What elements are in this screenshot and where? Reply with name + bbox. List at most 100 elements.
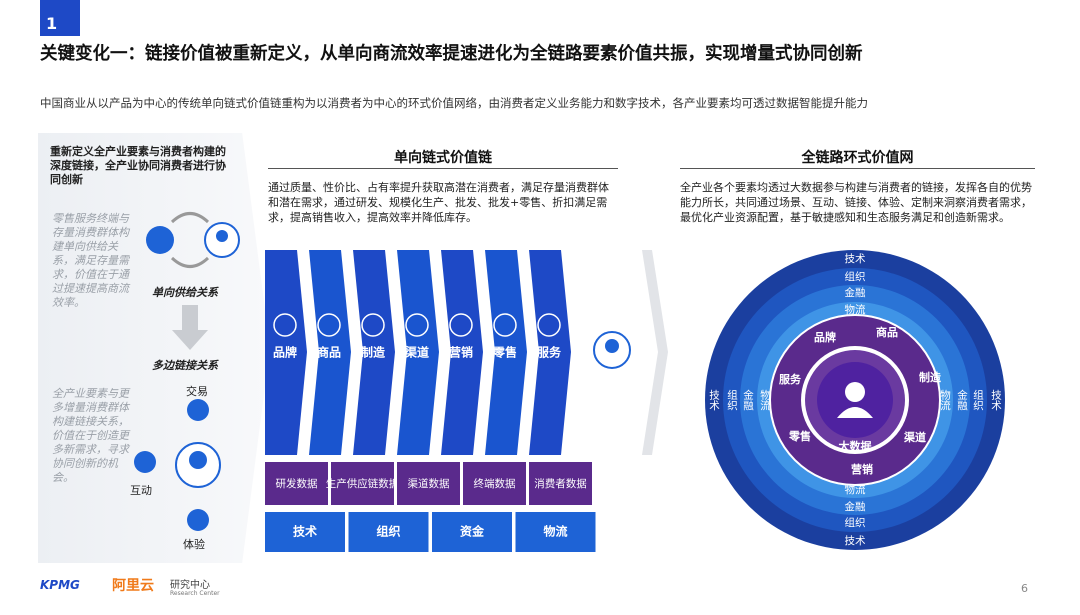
ring-label: 金融 — [742, 389, 754, 412]
ring-label: 金融 — [845, 500, 866, 513]
left-heading: 重新定义全产业要素与消费者构建的深度链接，全产业协同消费者进行协同创新 — [50, 145, 226, 186]
rule — [680, 168, 1035, 169]
down-arrow — [172, 305, 208, 350]
data-box — [397, 462, 460, 505]
stage-icon — [317, 313, 341, 337]
ring-label: 技术 — [990, 389, 1002, 412]
network-description: 全产业各个要素均透过大数据参与构建与消费者的链接，发挥各自的优势能力所长，共同通… — [680, 181, 1032, 224]
icon — [189, 451, 207, 469]
icon — [187, 509, 209, 531]
ring-label: 组织 — [845, 270, 866, 283]
ring-label: 组织 — [845, 516, 866, 529]
data-box-label: 生产供应链数据 — [326, 477, 400, 490]
inner-ring-label: 营销 — [851, 462, 873, 476]
inner-ring-label: 制造 — [919, 370, 942, 384]
ring-label: 组织 — [726, 389, 738, 412]
left-text: 零售服务终端与存量消费群体构建单向供给关系，满足存量需求，价值在于通过提速提高商… — [52, 212, 129, 309]
data-box-label: 终端数据 — [474, 477, 516, 490]
left-text: 全产业要素与更多增量消费群体构建链接关系，价值在于创造更多新需求，寻求协同创新的… — [52, 387, 129, 484]
node-label: 体验 — [183, 538, 205, 551]
logo-kpmg: KPMG — [40, 578, 80, 592]
stage-icon — [361, 313, 385, 337]
ring-label: 金融 — [956, 389, 968, 412]
chevron — [353, 250, 395, 455]
consumer-icon — [605, 339, 619, 353]
icon — [187, 399, 209, 421]
chevron — [309, 250, 351, 455]
inner-ring-label: 品牌 — [814, 330, 836, 344]
ring-label: 技术 — [708, 389, 720, 412]
foundation-box — [432, 512, 512, 552]
single-label: 单向供给关系 — [152, 286, 218, 299]
ring-label: 物流 — [845, 303, 866, 316]
node-label: 互动 — [130, 484, 152, 497]
icon — [134, 451, 156, 473]
multi-label: 多边链接关系 — [152, 359, 218, 372]
ring-label: 组织 — [972, 389, 984, 412]
title: 关键变化一：链接价值被重新定义，从单向商流效率提速进化为全链路要素价值共振，实现… — [40, 44, 863, 64]
stage-label: 营销 — [449, 345, 473, 360]
inner-ring-label: 渠道 — [904, 430, 926, 444]
foundation-label: 技术 — [293, 524, 317, 539]
chevron — [397, 250, 439, 455]
stage-label: 商品 — [317, 345, 341, 360]
foundation-label: 物流 — [543, 524, 567, 539]
foundation-box — [515, 512, 596, 552]
big-arrow — [642, 250, 668, 455]
chain-heading: 单向链式价值链 — [394, 150, 492, 166]
ring-label: 物流 — [845, 483, 866, 496]
stage-icon — [449, 313, 473, 337]
stage-icon — [405, 313, 429, 337]
data-box-label: 消费者数据 — [534, 477, 587, 490]
stage-label: 制造 — [361, 345, 386, 360]
inner-ring-label: 商品 — [876, 325, 898, 339]
foundation-label: 资金 — [460, 524, 485, 539]
stage-label: 零售 — [492, 345, 517, 360]
chevron — [441, 250, 483, 455]
inner-ring-label: 服务 — [779, 372, 802, 386]
stage-icon — [493, 313, 517, 337]
chevron — [265, 250, 307, 455]
chevron — [485, 250, 527, 455]
logo-center: 研究中心 — [170, 580, 210, 591]
inner-ring-label: 零售 — [788, 429, 811, 443]
ring-label: 技术 — [845, 534, 866, 547]
left-panel-bg — [38, 133, 270, 563]
data-box — [331, 462, 394, 505]
ring-label: 金融 — [845, 286, 866, 299]
consumer-icon — [845, 382, 865, 402]
stage-label: 品牌 — [273, 345, 297, 360]
center-label: 大数据 — [839, 439, 872, 453]
stage-icon — [537, 313, 561, 337]
data-box-label: 研发数据 — [276, 477, 318, 490]
chain-description: 通过质量、性价比、占有率提升获取高潜在消费者，满足存量消费群体和潜在需求，通过研… — [268, 181, 609, 224]
foundation-box — [348, 512, 429, 552]
stage-label: 服务 — [537, 345, 562, 360]
icon — [216, 230, 228, 242]
chevron — [529, 250, 571, 455]
section-badge: 1 — [40, 0, 80, 36]
logo-center-en: Research Center — [170, 590, 220, 597]
stage-label: 渠道 — [405, 345, 429, 360]
consumer-icon — [837, 407, 873, 418]
arrow — [170, 212, 210, 268]
foundation-box — [265, 512, 345, 552]
data-box-label: 渠道数据 — [408, 477, 450, 490]
stage-icon — [273, 313, 297, 337]
data-box — [265, 462, 328, 505]
icon — [146, 226, 174, 254]
subtitle: 中国商业从以产品为中心的传统单向链式价值链重构为以消费者为中心的环式价值网络，由… — [40, 96, 868, 110]
ring-label: 技术 — [845, 252, 866, 265]
page-number: 6 — [1021, 582, 1028, 595]
data-box — [463, 462, 526, 505]
node-label: 交易 — [186, 385, 208, 398]
foundation-label: 组织 — [376, 524, 400, 539]
data-box — [529, 462, 592, 505]
ring-label: 物流 — [939, 389, 951, 412]
rule — [268, 168, 618, 169]
network-heading: 全链路环式价值网 — [801, 150, 914, 166]
logo-ali: 阿里云 — [112, 578, 154, 594]
ring-label: 物流 — [759, 389, 771, 412]
